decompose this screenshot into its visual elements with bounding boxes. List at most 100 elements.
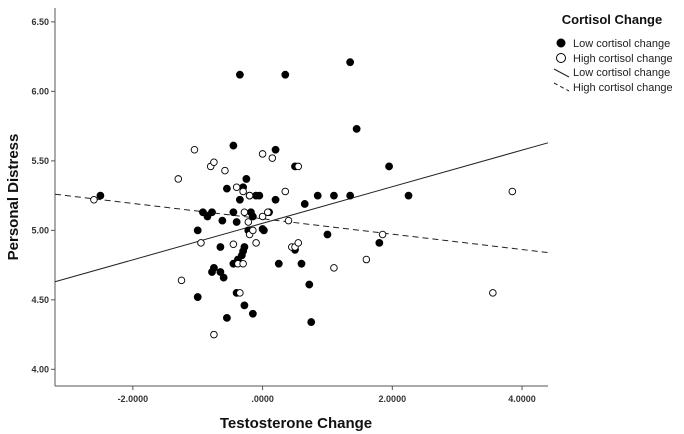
point-high-cortisol [284, 216, 293, 225]
point-high-cortisol [244, 218, 253, 226]
point-low-cortisol [223, 184, 231, 193]
point-high-cortisol [268, 154, 277, 162]
point-high-cortisol [378, 230, 387, 239]
x-axis-ticks: -2.0000 .0000 2.0000 4.0000 [118, 386, 536, 404]
point-low-cortisol [271, 145, 280, 154]
point-low-cortisol [323, 230, 332, 239]
data-points [90, 58, 517, 339]
point-low-cortisol [297, 259, 306, 268]
point-high-cortisol [264, 208, 272, 217]
legend-solid-line [553, 68, 570, 78]
point-low-cortisol [208, 208, 216, 217]
legend-marker-hollow [556, 53, 566, 63]
point-low-cortisol [313, 191, 322, 200]
fit-lines [54, 142, 549, 283]
x-tick-label: -2.0000 [118, 394, 149, 404]
point-low-cortisol [229, 141, 238, 150]
point-low-cortisol [240, 301, 249, 310]
point-low-cortisol [274, 259, 283, 268]
point-high-cortisol [177, 276, 186, 285]
point-low-cortisol [375, 238, 384, 247]
point-low-cortisol [218, 216, 227, 225]
point-high-cortisol [174, 175, 182, 183]
x-tick-label: 4.0000 [508, 394, 536, 404]
legend-label-high-marker: High cortisol change [573, 53, 673, 65]
legend-label-low-line: Low cortisol change [573, 67, 670, 79]
fit-line-high-cortisol [54, 193, 549, 254]
point-high-cortisol [240, 208, 249, 217]
x-tick-label: 2.0000 [379, 394, 407, 404]
point-high-cortisol [281, 187, 290, 196]
x-tick-label: .0000 [251, 394, 274, 404]
point-low-cortisol [300, 200, 309, 208]
point-low-cortisol [235, 195, 244, 204]
point-low-cortisol [208, 268, 216, 276]
point-high-cortisol [294, 162, 303, 171]
point-low-cortisol [223, 314, 231, 322]
point-low-cortisol [193, 226, 202, 235]
point-low-cortisol [248, 212, 257, 221]
point-high-cortisol [232, 183, 241, 192]
point-high-cortisol [197, 239, 205, 247]
point-high-cortisol [239, 259, 247, 268]
point-high-cortisol [252, 239, 260, 247]
point-high-cortisol [489, 289, 497, 297]
plot-frame [54, 8, 548, 387]
legend-dashed-line [553, 82, 570, 92]
point-low-cortisol [96, 191, 105, 200]
point-low-cortisol [271, 195, 280, 204]
legend: Cortisol Change Low cortisol change High… [553, 12, 673, 94]
point-low-cortisol [346, 191, 355, 200]
point-high-cortisol [258, 150, 267, 158]
point-low-cortisol [330, 191, 338, 200]
point-high-cortisol [362, 255, 371, 264]
point-low-cortisol [404, 191, 413, 200]
point-high-cortisol [236, 289, 244, 297]
point-low-cortisol [385, 162, 393, 171]
point-high-cortisol [229, 240, 238, 248]
point-high-cortisol [90, 196, 98, 204]
point-high-cortisol [294, 239, 303, 247]
point-high-cortisol [249, 226, 257, 235]
y-axis-ticks: 4.00 4.50 5.00 5.50 6.00 6.50 [31, 17, 55, 374]
legend-title: Cortisol Change [562, 12, 662, 27]
point-low-cortisol [216, 243, 225, 251]
point-low-cortisol [305, 280, 314, 289]
x-axis-label: Testosterone Change [220, 415, 372, 432]
y-tick-label: 4.00 [31, 364, 49, 374]
y-axis-label: Personal Distress [5, 134, 22, 261]
y-tick-label: 5.50 [31, 156, 49, 166]
point-high-cortisol [239, 187, 247, 196]
point-low-cortisol [193, 293, 202, 301]
fit-line-low-cortisol [54, 142, 549, 283]
legend-label-low-marker: Low cortisol change [573, 38, 670, 50]
point-high-cortisol [330, 264, 338, 272]
point-low-cortisol [235, 70, 244, 79]
point-low-cortisol [346, 58, 355, 67]
point-high-cortisol [221, 166, 229, 175]
point-low-cortisol [232, 218, 241, 226]
point-low-cortisol [259, 226, 268, 235]
y-tick-label: 4.50 [31, 295, 49, 305]
point-low-cortisol [219, 273, 228, 282]
legend-marker-filled [556, 38, 566, 48]
point-low-cortisol [352, 125, 361, 133]
point-low-cortisol [242, 175, 251, 183]
y-tick-label: 6.00 [31, 86, 49, 96]
point-low-cortisol [239, 247, 248, 256]
point-low-cortisol [248, 309, 257, 318]
point-low-cortisol [307, 318, 316, 326]
point-high-cortisol [190, 145, 199, 154]
point-low-cortisol [229, 208, 238, 217]
point-high-cortisol [508, 187, 517, 196]
point-high-cortisol [210, 158, 218, 167]
y-tick-label: 5.00 [31, 225, 49, 235]
point-low-cortisol [255, 191, 264, 200]
legend-label-high-line: High cortisol change [573, 82, 673, 94]
y-tick-label: 6.50 [31, 17, 49, 27]
point-high-cortisol [245, 191, 254, 200]
point-high-cortisol [258, 212, 267, 221]
point-low-cortisol [281, 70, 290, 79]
point-high-cortisol [210, 330, 218, 339]
